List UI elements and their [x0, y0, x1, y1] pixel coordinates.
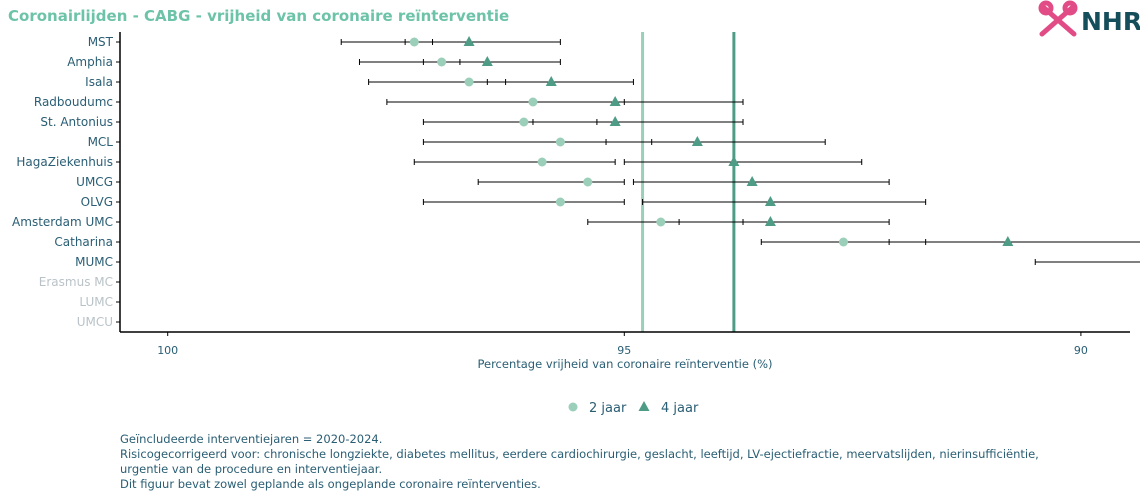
legend-marker-4-jaar [638, 401, 650, 411]
point-2-jaar-umcg [583, 177, 593, 187]
point-4-jaar-mcl [691, 136, 703, 146]
point-4-jaar-olvg [764, 196, 776, 206]
point-4-jaar-umcg [746, 176, 758, 186]
x-tick-label: 95 [617, 344, 631, 357]
point-4-jaar-hagaziekenhuis [728, 156, 740, 166]
footnotes: Geïncludeerde interventiejaren = 2020-20… [120, 432, 1039, 492]
legend-marker-2-jaar [568, 402, 578, 412]
y-tick-label-lumc: LUMC [79, 295, 113, 309]
y-tick-label-amsterdam-umc: Amsterdam UMC [12, 215, 113, 229]
y-tick-label-hagaziekenhuis: HagaZiekenhuis [16, 155, 113, 169]
logo-text: NHR [1081, 7, 1140, 36]
point-4-jaar-amphia [481, 56, 493, 66]
point-2-jaar-catharina [838, 237, 848, 247]
x-axis-label: Percentage vrijheid van coronaire reïnte… [477, 357, 772, 371]
point-4-jaar-amsterdam-umc [764, 216, 776, 226]
y-tick-label-mst: MST [88, 35, 114, 49]
point-2-jaar-olvg [555, 197, 565, 207]
footnote-included-years: Geïncludeerde interventiejaren = 2020-20… [120, 432, 383, 446]
chart-title: Coronairlijden - CABG - vrijheid van cor… [8, 7, 510, 25]
point-2-jaar-amsterdam-umc [656, 217, 666, 227]
point-2-jaar-amphia [437, 57, 447, 67]
y-tick-label-erasmus-mc: Erasmus MC [39, 275, 113, 289]
point-4-jaar-catharina [1002, 236, 1014, 246]
x-tick-label: 90 [1074, 344, 1088, 357]
point-4-jaar-mst [463, 36, 475, 46]
point-2-jaar-mcl [555, 137, 565, 147]
point-2-jaar-st-antonius [519, 117, 529, 127]
point-4-jaar-st-antonius [609, 116, 621, 126]
point-4-jaar-radboudumc [609, 96, 621, 106]
y-tick-label-mcl: MCL [88, 135, 114, 149]
y-tick-label-isala: Isala [85, 75, 113, 89]
point-4-jaar-isala [545, 76, 557, 86]
y-tick-label-umcg: UMCG [76, 175, 113, 189]
point-2-jaar-isala [464, 77, 474, 87]
footnote-risk-adjustment: Risicogecorrigeerd voor: chronische long… [120, 447, 1039, 461]
footnote-risk-adjustment-cont: urgentie van de procedure en interventie… [120, 462, 383, 476]
heart-cross-icon [1038, 0, 1078, 37]
y-tick-label-catharina: Catharina [54, 235, 113, 249]
y-tick-label-olvg: OLVG [81, 195, 113, 209]
y-tick-label-umcu: UMCU [77, 315, 113, 329]
y-tick-label-mumc: MUMC [75, 255, 113, 269]
y-tick-label-st-antonius: St. Antonius [40, 115, 113, 129]
point-2-jaar-radboudumc [528, 97, 538, 107]
y-tick-label-amphia: Amphia [67, 55, 113, 69]
x-tick-label: 100 [157, 344, 178, 357]
y-tick-label-radboudumc: Radboudumc [34, 95, 113, 109]
nhr-logo [1038, 0, 1078, 37]
legend-label-2-jaar: 2 jaar [589, 401, 627, 416]
point-2-jaar-hagaziekenhuis [537, 157, 547, 167]
legend-label-4-jaar: 4 jaar [661, 401, 699, 416]
point-2-jaar-mst [409, 37, 419, 47]
footnote-reinterventions: Dit figuur bevat zowel geplande als onge… [120, 477, 541, 491]
